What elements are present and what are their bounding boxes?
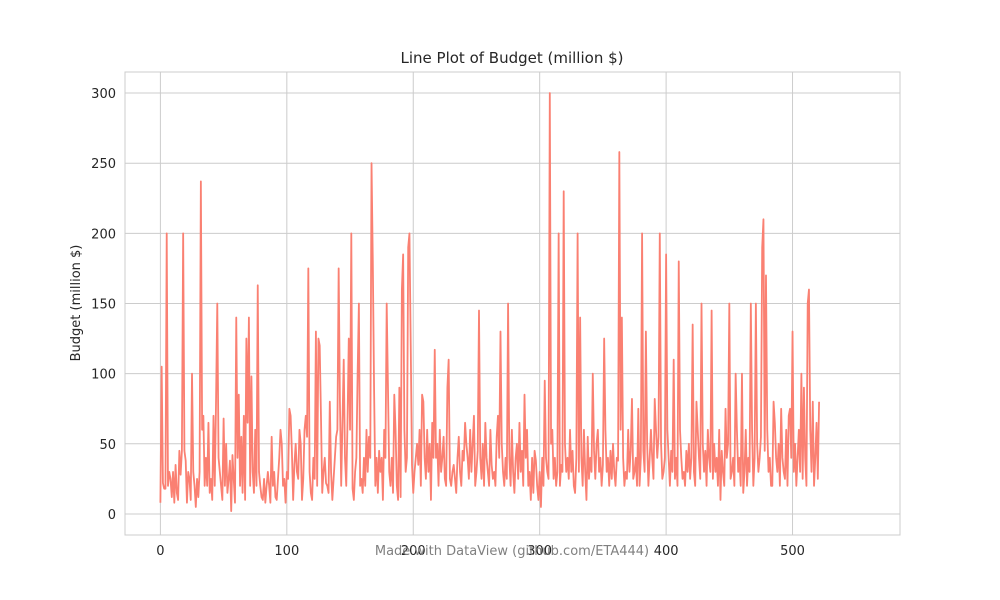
- chart-title: Line Plot of Budget (million $): [401, 49, 624, 67]
- x-tick-label: 0: [156, 544, 164, 559]
- series-layer: [159, 92, 820, 513]
- x-tick-label: 200: [401, 544, 426, 559]
- y-tick-label: 50: [99, 438, 116, 453]
- y-axis-label: Budget (million $): [69, 245, 84, 362]
- y-tick-label: 100: [91, 368, 116, 383]
- x-tick-label: 300: [527, 544, 552, 559]
- x-axis-ticks: 0 100 200 300 400 500: [156, 544, 805, 559]
- budget-series-line: [159, 92, 820, 513]
- y-tick-label: 200: [91, 227, 116, 242]
- x-tick-label: 400: [654, 544, 679, 559]
- x-tick-label: 100: [274, 544, 299, 559]
- y-tick-label: 0: [108, 508, 116, 523]
- watermark: Made with DataView (github.com/ETA444): [375, 544, 649, 559]
- y-tick-label: 300: [91, 87, 116, 102]
- y-axis-ticks: 0 50 100 150 200 250 300: [91, 87, 116, 523]
- x-tick-label: 500: [780, 544, 805, 559]
- y-tick-label: 250: [91, 157, 116, 172]
- y-tick-label: 150: [91, 298, 116, 313]
